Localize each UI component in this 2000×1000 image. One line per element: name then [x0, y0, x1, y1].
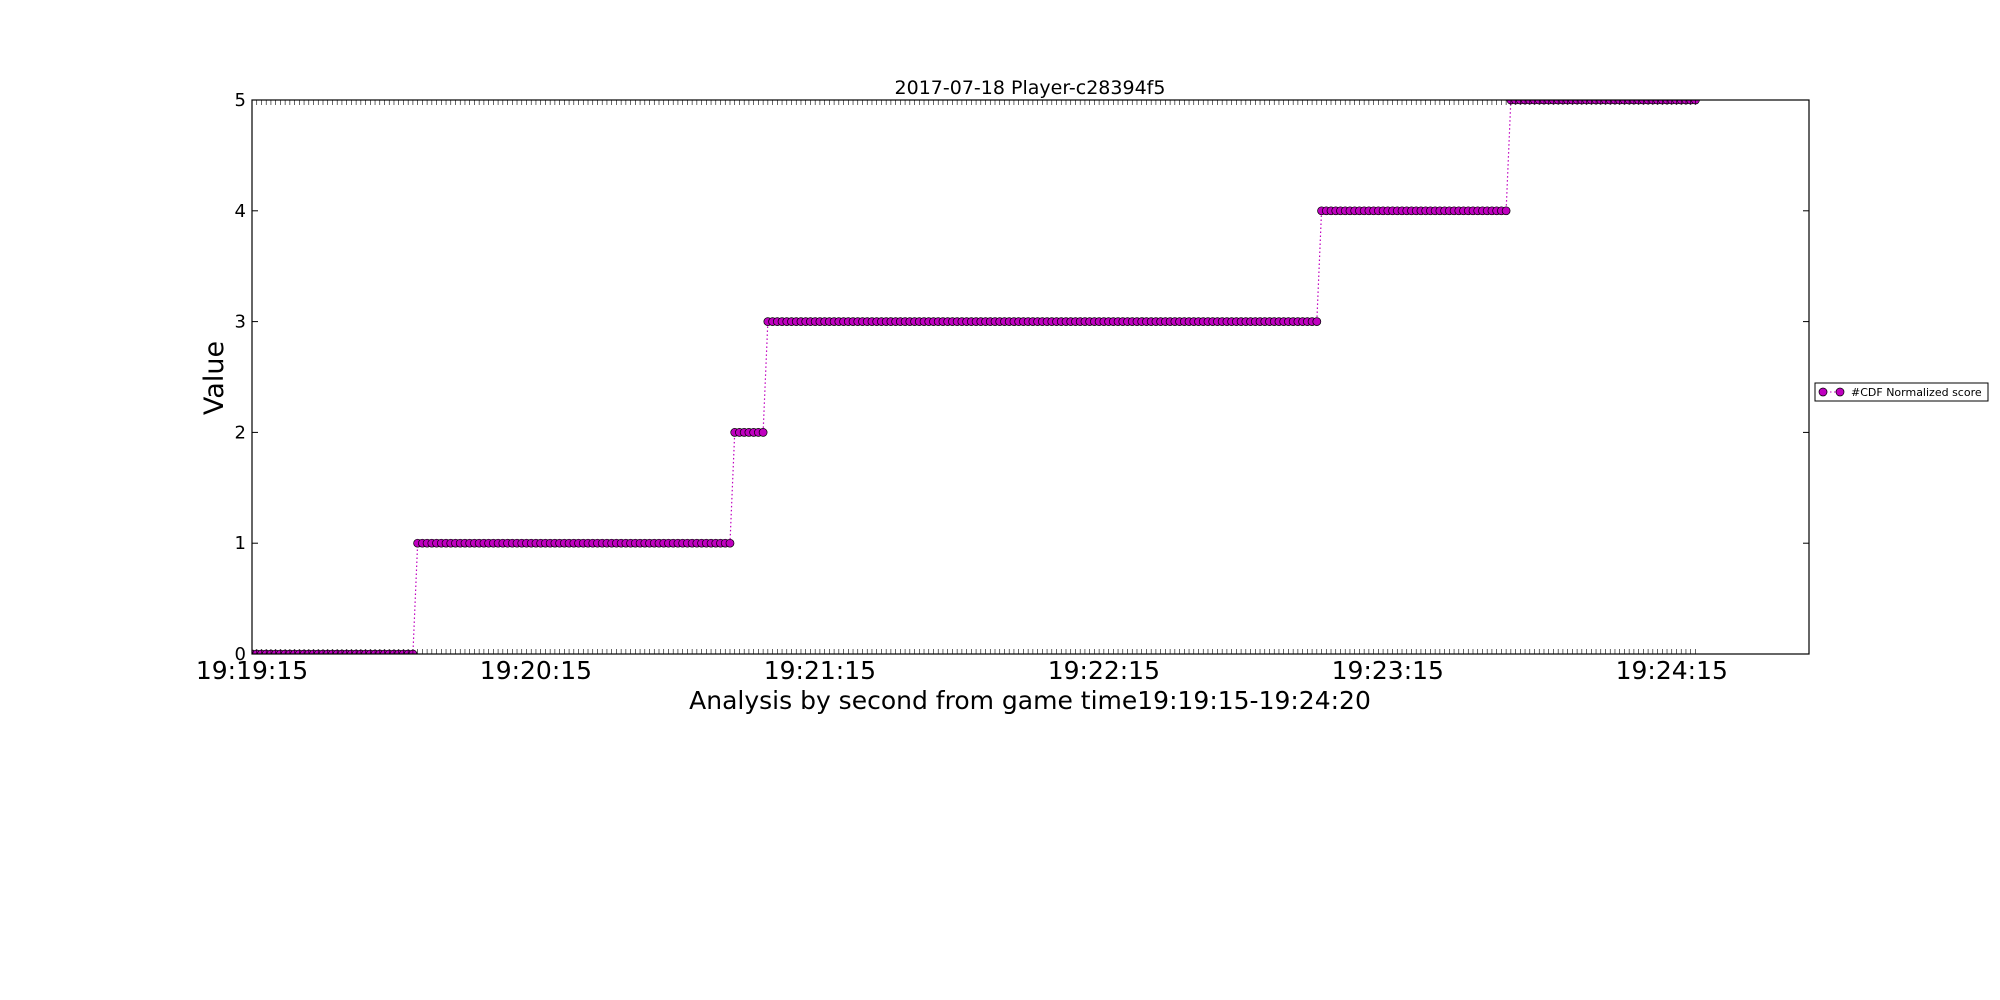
legend-label: #CDF Normalized score: [1851, 386, 1982, 399]
y-tick-label: 4: [235, 201, 246, 222]
x-tick-label: 19:19:15: [196, 656, 308, 685]
plot-frame: [251, 99, 1810, 655]
chart-title: 2017-07-18 Player-c28394f5: [895, 77, 1166, 99]
x-tick-label: 19:24:15: [1616, 656, 1728, 685]
y-axis: 0 1 2 3 4 5: [235, 90, 1809, 665]
legend-marker: [1818, 387, 1828, 397]
series-line: [252, 100, 1696, 654]
legend: #CDF Normalized score: [1814, 382, 1989, 402]
x-tick-label: 19:20:15: [480, 656, 592, 685]
y-tick-label: 0: [235, 644, 246, 665]
minor-ticks: [251, 100, 1696, 654]
data-point: [1312, 317, 1322, 326]
legend-marker: [1835, 387, 1845, 397]
x-tick-label: 19:22:15: [1048, 656, 1160, 685]
y-tick-label: 2: [235, 422, 246, 443]
x-axis: 19:19:15 19:20:15 19:21:15 19:22:15 19:23:15…: [196, 656, 1728, 685]
x-axis-label: Analysis by second from game time19:19:1…: [689, 686, 1371, 715]
x-tick-label: 19:21:15: [764, 656, 876, 685]
data-point: [725, 538, 735, 548]
y-tick-label: 5: [235, 90, 246, 111]
y-axis-label: Value: [199, 341, 230, 415]
x-tick-label: 19:23:15: [1332, 656, 1444, 685]
data-point: [1501, 206, 1511, 216]
data-point: [758, 428, 768, 437]
series-layer: [252, 100, 1700, 654]
y-tick-label: 3: [235, 312, 246, 333]
legend-frame: [1814, 382, 1989, 402]
y-tick-label: 1: [235, 533, 246, 554]
